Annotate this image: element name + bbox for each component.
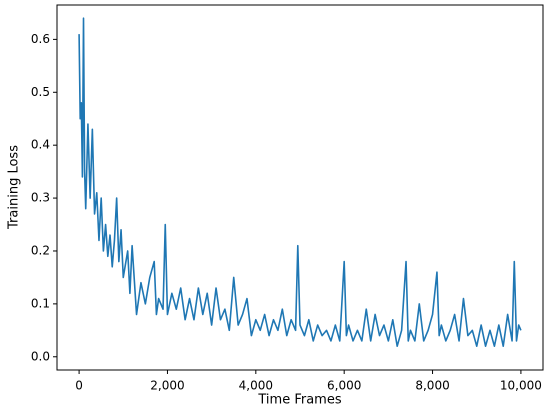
x-axis-title: Time Frames: [257, 393, 341, 408]
y-tick-label: 0.2: [31, 243, 50, 257]
loss-line: [78, 17, 522, 347]
x-tick-label: 4,000: [239, 379, 273, 393]
y-axis-title: Training Loss: [7, 145, 22, 230]
y-tick-label: 0.5: [31, 85, 50, 99]
y-tick-label: 0.1: [31, 296, 50, 310]
x-tick-label: 2,000: [150, 379, 184, 393]
y-tick-label: 0.3: [31, 191, 50, 205]
x-tick-label: 6,000: [327, 379, 361, 393]
x-tick-label: 8,000: [415, 379, 449, 393]
y-tick-label: 0.6: [31, 32, 50, 46]
plot-frame: [56, 4, 544, 371]
x-tick-label: 0: [75, 379, 83, 393]
y-tick-label: 0.0: [31, 349, 50, 363]
x-tick-label: 10,000: [500, 379, 542, 393]
y-tick-label: 0.4: [31, 138, 50, 152]
